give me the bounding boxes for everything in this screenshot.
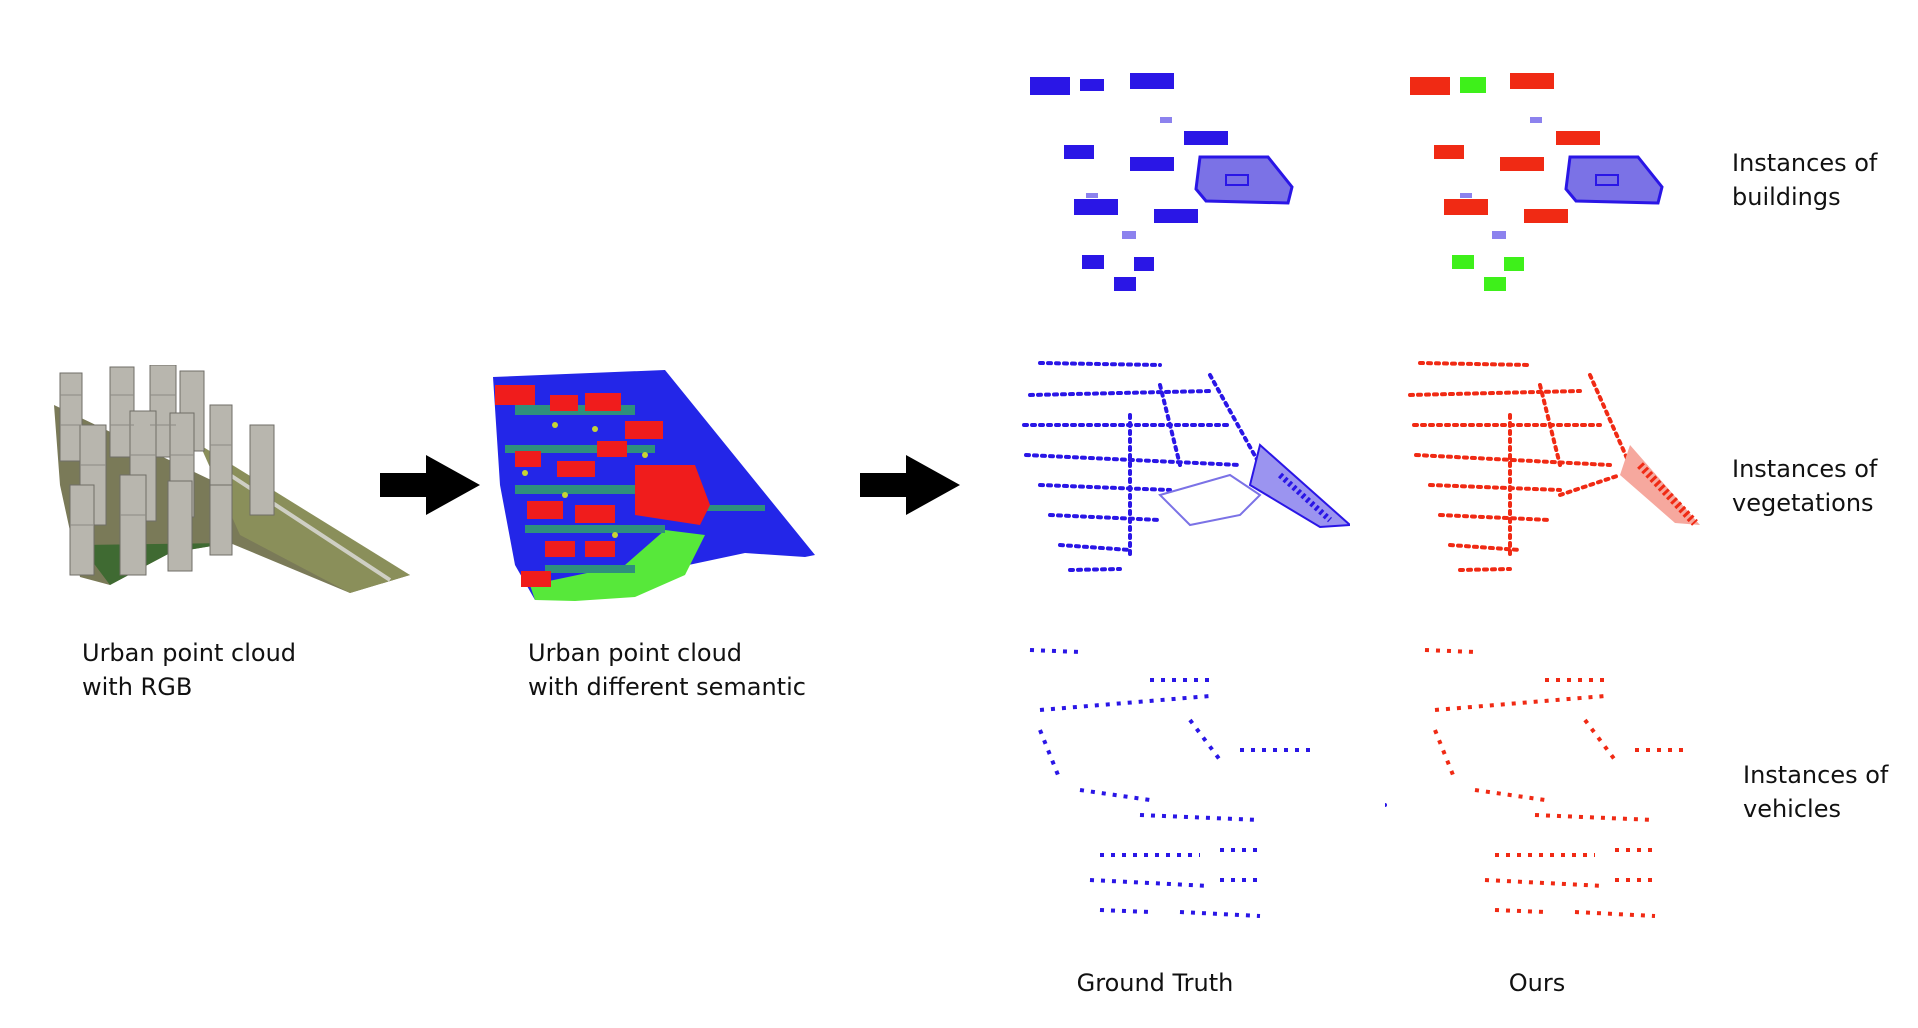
ours-buildings-panel: [1410, 73, 1664, 291]
semantic-caption-line2: with different semantic: [528, 673, 806, 701]
arrow-right-icon: [380, 455, 480, 515]
semantic-point-cloud-image: [493, 370, 815, 601]
gt-buildings-panel: [1030, 73, 1294, 291]
row-label-buildings-line1: Instances of: [1732, 149, 1878, 177]
rgb-point-cloud-image: [54, 365, 410, 593]
arrow-right-icon: [860, 455, 960, 515]
semantic-caption: Urban point cloud with different semanti…: [528, 636, 806, 704]
row-label-buildings-line2: buildings: [1732, 183, 1841, 211]
column-label-ours: Ours: [1508, 969, 1566, 997]
row-label-vehicles-line2: vehicles: [1743, 795, 1841, 823]
row-label-vegetations-line2: vegetations: [1732, 489, 1874, 517]
rgb-caption: Urban point cloud with RGB: [82, 636, 296, 704]
semantic-caption-line1: Urban point cloud: [528, 639, 743, 667]
column-label-ground-truth: Ground Truth: [1076, 969, 1234, 997]
rgb-caption-line1: Urban point cloud: [82, 639, 297, 667]
ours-vegetations-panel: [1408, 361, 1700, 572]
row-label-vehicles: Instances of vehicles: [1743, 758, 1888, 826]
row-label-buildings: Instances of buildings: [1732, 146, 1877, 214]
ours-vehicles-panel: [1385, 648, 1685, 918]
row-label-vegetations-line1: Instances of: [1732, 455, 1878, 483]
row-label-vegetations: Instances of vegetations: [1732, 452, 1877, 520]
row-label-vehicles-line1: Instances of: [1743, 761, 1889, 789]
gt-vegetations-panel: [1022, 361, 1350, 572]
rgb-caption-line2: with RGB: [82, 673, 193, 701]
gt-vehicles-panel: [1029, 648, 1310, 918]
